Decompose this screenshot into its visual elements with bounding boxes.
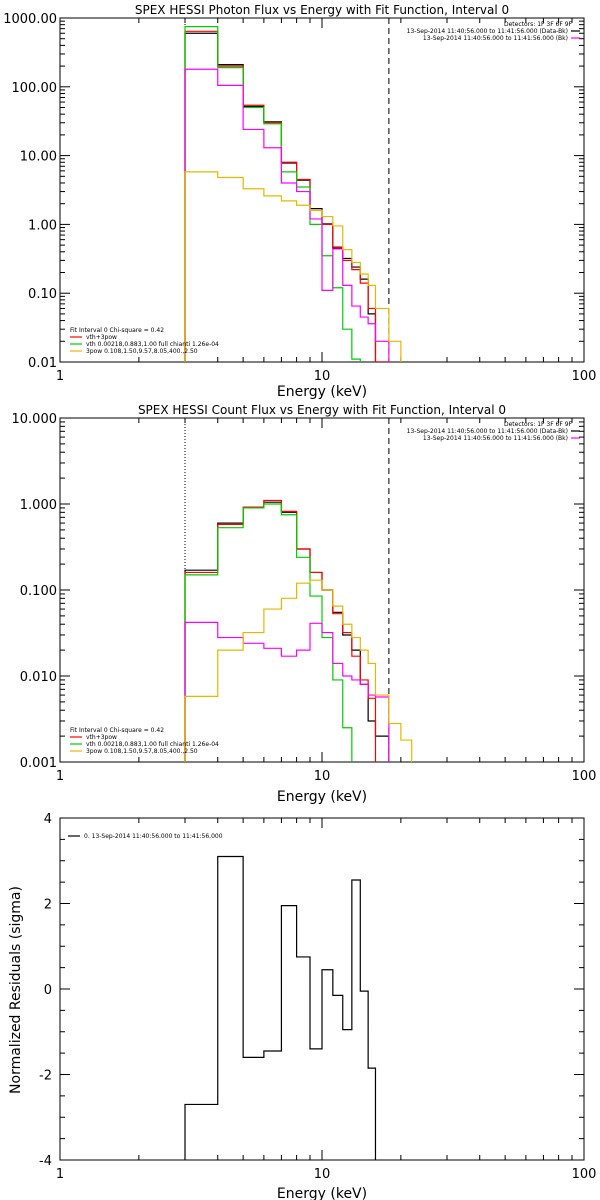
x-tick-label: 1	[56, 1167, 64, 1182]
x-tick-label: 10	[314, 1167, 331, 1182]
series-line	[184, 499, 377, 762]
y-tick-label: 0.010	[20, 670, 57, 685]
y-tick-label: 100.00	[12, 81, 58, 96]
series-line	[184, 32, 389, 362]
legend-detectors: Detectors: 1F 3F 6F 9F	[504, 21, 573, 28]
x-tick-label: 100	[572, 369, 597, 384]
y-tick-label: 10.00	[20, 150, 57, 165]
series-group	[184, 855, 377, 1160]
x-tick-label: 10	[314, 769, 331, 784]
legend-detectors: Detectors: 1F 3F 6F 9F	[504, 421, 573, 428]
residuals-panel: Energy (keV) Normalized Residuals (sigma…	[8, 812, 596, 1200]
legend-top-entry: 13-Sep-2014 11:40:56.000 to 11:41:56.000…	[423, 35, 568, 42]
y-tick-label: 2	[44, 898, 52, 913]
series-group	[184, 26, 413, 362]
legend-fit-header: Fit Interval 0 Chi-square = 0.42	[70, 727, 164, 734]
panel1-title: SPEX HESSI Photon Flux vs Energy with Fi…	[135, 3, 509, 17]
y-tick-label: 0.10	[28, 287, 57, 302]
panel2-title: SPEX HESSI Count Flux vs Energy with Fit…	[138, 403, 506, 417]
series-line	[184, 171, 413, 362]
y-tick-label: 1.000	[20, 498, 57, 513]
y-tick-label: 0	[44, 983, 52, 998]
panel3-xlabel: Energy (keV)	[277, 1186, 367, 1200]
series-line	[184, 26, 369, 362]
legend-fit-entry: vth 0.00218,0.883,1.00 full chianti 1.26…	[86, 341, 219, 348]
plot-frame	[59, 17, 585, 363]
panel3-ylabel: Normalized Residuals (sigma)	[8, 886, 24, 1094]
series-group	[184, 499, 413, 762]
y-tick-label: 0.01	[28, 356, 57, 371]
legend-fit-entry: 3pow 0.108,1.50,9.57,8.05,400.,2.50	[86, 748, 198, 755]
y-tick-label: 1.00	[28, 218, 57, 233]
legend-top-entry: 13-Sep-2014 11:40:56.000 to 11:41:56.000…	[407, 28, 568, 35]
y-tick-label: 0.001	[20, 756, 57, 771]
y-tick-label: -4	[39, 1154, 52, 1169]
y-tick-label: 4	[44, 812, 52, 827]
series-line	[184, 68, 390, 362]
series-line	[184, 503, 361, 762]
photon-flux-panel: SPEX HESSI Photon Flux vs Energy with Fi…	[3, 3, 596, 400]
legend-fit-header: Fit Interval 0 Chi-square = 0.42	[70, 327, 164, 334]
legend-fit-entry: vth+3pow	[86, 334, 117, 341]
panel1-xlabel: Energy (keV)	[277, 384, 367, 400]
series-line	[184, 501, 390, 762]
y-tick-label: 1000.00	[3, 12, 57, 27]
y-tick-label: 0.100	[20, 584, 57, 599]
legend-fit-entry: vth+3pow	[86, 734, 117, 741]
panel2-xlabel: Energy (keV)	[277, 789, 367, 805]
legend-top-entry: 13-Sep-2014 11:40:56.000 to 11:41:56.000…	[423, 435, 568, 442]
y-tick-label: -2	[39, 1069, 52, 1084]
legend-fit-entry: vth 0.00218,0.883,1.00 full chianti 1.26…	[86, 741, 219, 748]
x-tick-label: 100	[572, 1167, 597, 1182]
legend-fit-entry: 3pow 0.108,1.50,9.57,8.05,400.,2.50	[86, 348, 198, 355]
series-line	[184, 579, 413, 762]
legend-entry: 0. 13-Sep-2014 11:40:56.000 to 11:41:56.…	[84, 833, 223, 840]
series-line	[184, 855, 377, 1160]
x-tick-label: 1	[56, 769, 64, 784]
x-tick-label: 10	[314, 369, 331, 384]
count-flux-panel: SPEX HESSI Count Flux vs Energy with Fit…	[12, 403, 597, 805]
legend-top-entry: 13-Sep-2014 11:40:56.000 to 11:41:56.000…	[407, 428, 568, 435]
x-tick-label: 1	[56, 369, 64, 384]
series-line	[184, 30, 389, 362]
y-tick-label: 10.000	[12, 412, 58, 427]
x-tick-label: 100	[572, 769, 597, 784]
